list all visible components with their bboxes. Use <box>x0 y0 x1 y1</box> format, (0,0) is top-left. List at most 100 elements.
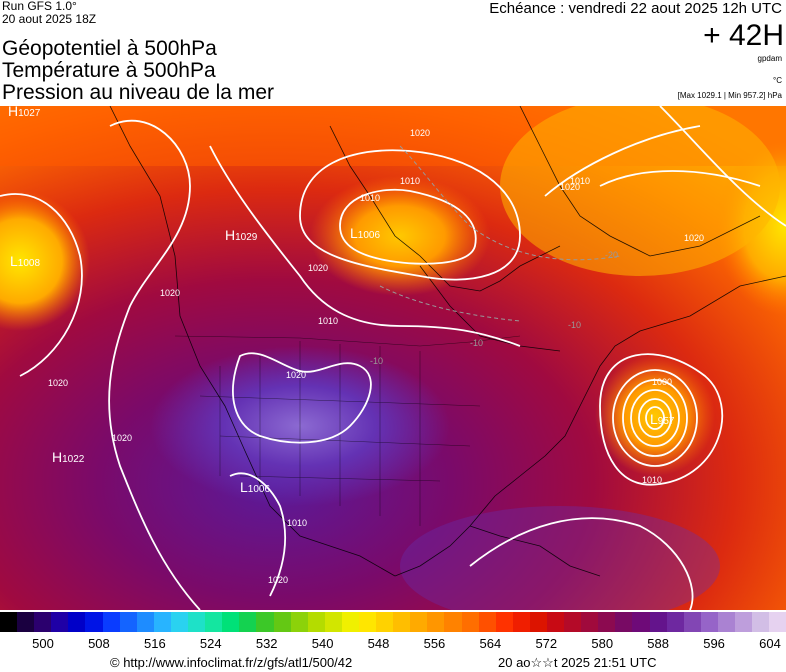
isobar-labels: 1020 1010 1010 1010 1020 1020 1020 1020 … <box>48 128 704 585</box>
echeance: Echéance : vendredi 22 aout 2025 12h UTC <box>489 0 782 17</box>
borders <box>174 335 521 526</box>
colorbar-swatch <box>68 612 86 632</box>
colorbar-swatch <box>512 612 530 632</box>
colorbar-tick-label: 516 <box>143 636 166 651</box>
title-line-3: Pression au niveau de la mer <box>2 81 274 104</box>
isobar-label: 1020 <box>286 370 306 380</box>
colorbar-swatch <box>51 612 69 632</box>
colorbar-swatch <box>85 612 103 632</box>
colorbar-swatch <box>188 612 206 632</box>
colorbar <box>0 612 786 634</box>
colorbar-swatch <box>341 612 359 632</box>
warm-anomaly-hudson <box>310 176 490 296</box>
temperature-label: -10 <box>568 320 581 330</box>
isobar-label: 1020 <box>410 128 430 138</box>
colorbar-swatch <box>769 612 786 632</box>
isobar-label: 1010 <box>318 316 338 326</box>
colorbar-tick-label: 524 <box>199 636 222 651</box>
colorbar-swatch <box>581 612 599 632</box>
colorbar-swatch <box>461 612 479 632</box>
colorbar-swatch <box>290 612 308 632</box>
colorbar-swatch <box>0 612 18 632</box>
colorbar-swatch <box>529 612 547 632</box>
pressure-range: [Max 1029.1 | Min 957.2] hPa <box>677 91 782 100</box>
colorbar-swatch <box>649 612 667 632</box>
credit-link[interactable]: © http://www.infoclimat.fr/z/gfs/atl1/50… <box>110 655 353 670</box>
colorbar-swatch <box>102 612 120 632</box>
isobar-label: 1020 <box>684 233 704 243</box>
colorbar-tick-label: 548 <box>367 636 390 651</box>
title-line-2: Température à 500hPa <box>2 59 216 82</box>
isobar-label: 1020 <box>268 575 288 585</box>
cold-pool-south <box>400 506 720 610</box>
colorbar-tick-label: 500 <box>32 636 54 651</box>
colorbar-swatch <box>735 612 753 632</box>
header: Run GFS 1.0° 20 aout 2025 18Z Géopotenti… <box>0 0 786 106</box>
center-l-1: L1008 <box>10 253 40 269</box>
temperature-label: -20 <box>605 250 618 260</box>
colorbar-swatch <box>410 612 428 632</box>
colorbar-swatch <box>376 612 394 632</box>
colorbar-swatch <box>683 612 701 632</box>
colorbar-tick-label: 604 <box>759 636 781 651</box>
coastlines <box>109 106 786 577</box>
warm-anomaly-low <box>595 356 715 476</box>
colorbar-tick-label: 580 <box>591 636 614 651</box>
colorbar-swatch <box>307 612 325 632</box>
isobar-label: 1010 <box>287 518 307 528</box>
center-l-4: L957 <box>650 411 675 427</box>
isobar-label: 1020 <box>112 433 132 443</box>
colorbar-tick-label: 588 <box>647 636 669 651</box>
colorbar-swatch <box>205 612 223 632</box>
colorbar-swatch <box>34 612 52 632</box>
isobars <box>0 106 786 610</box>
isobar-label: 1020 <box>48 378 68 388</box>
isobar-label: 1020 <box>160 288 180 298</box>
colorbar-ticks: 500 508 516 524 532 540 548 556 564 572 580 588 596 6… <box>0 636 786 654</box>
run-label: Run GFS 1.0° <box>2 0 77 13</box>
isobar-label: 1010 <box>570 176 590 186</box>
colorbar-tick-label: 556 <box>423 636 446 651</box>
colorbar-swatch <box>700 612 718 632</box>
colorbar-swatch <box>136 612 154 632</box>
temp-isotherms <box>379 145 621 322</box>
isobar-label: 1010 <box>642 475 662 485</box>
colorbar-swatch <box>598 612 616 632</box>
center-h-2: H1029 <box>225 227 258 243</box>
colorbar-swatch <box>752 612 770 632</box>
footer: © http://www.infoclimat.fr/z/gfs/atl1/50… <box>0 654 786 672</box>
colorbar-tick-label: 540 <box>311 636 334 651</box>
colorbar-swatch <box>615 612 633 632</box>
colorbar-swatch <box>153 612 171 632</box>
temperature-label: -10 <box>470 338 483 348</box>
colorbar-swatch <box>393 612 411 632</box>
weather-map: H1027 L1008 H1029 L1006 H1022 L1006 L957… <box>0 106 786 610</box>
colorbar-swatch <box>444 612 462 632</box>
colorbar-tick-label: 596 <box>703 636 725 651</box>
colorbar-swatch <box>324 612 342 632</box>
isobar-label: 1020 <box>308 263 328 273</box>
footer-timestamp: 20 ao☆☆t 2025 21:51 UTC <box>498 655 657 670</box>
colorbar-swatch <box>222 612 240 632</box>
warm-anomaly-northeast <box>500 106 780 276</box>
center-l-2: L1006 <box>350 225 380 241</box>
colorbar-swatch <box>666 612 684 632</box>
center-l-3: L1006 <box>240 479 270 495</box>
unit-gpdam: gpdam <box>757 54 782 63</box>
colorbar-swatch <box>427 612 445 632</box>
colorbar-swatch <box>170 612 189 632</box>
isobar-label: 1010 <box>360 193 380 203</box>
colorbar-tick-label: 564 <box>479 636 502 651</box>
isobar-label: 1000 <box>652 377 672 387</box>
colorbar-swatch <box>358 612 377 632</box>
title-line-1: Géopotentiel à 500hPa <box>2 37 217 60</box>
lead-time: + 42H <box>703 19 784 52</box>
colorbar-swatch <box>478 612 496 632</box>
colorbar-tick-label: 572 <box>535 636 558 651</box>
isobar-label: 1020 <box>560 182 580 192</box>
unit-celsius: °C <box>773 76 782 85</box>
colorbar-swatch <box>717 612 736 632</box>
colorbar-swatch <box>564 612 582 632</box>
colorbar-swatch <box>273 612 291 632</box>
center-h-1: H1027 <box>8 106 41 119</box>
